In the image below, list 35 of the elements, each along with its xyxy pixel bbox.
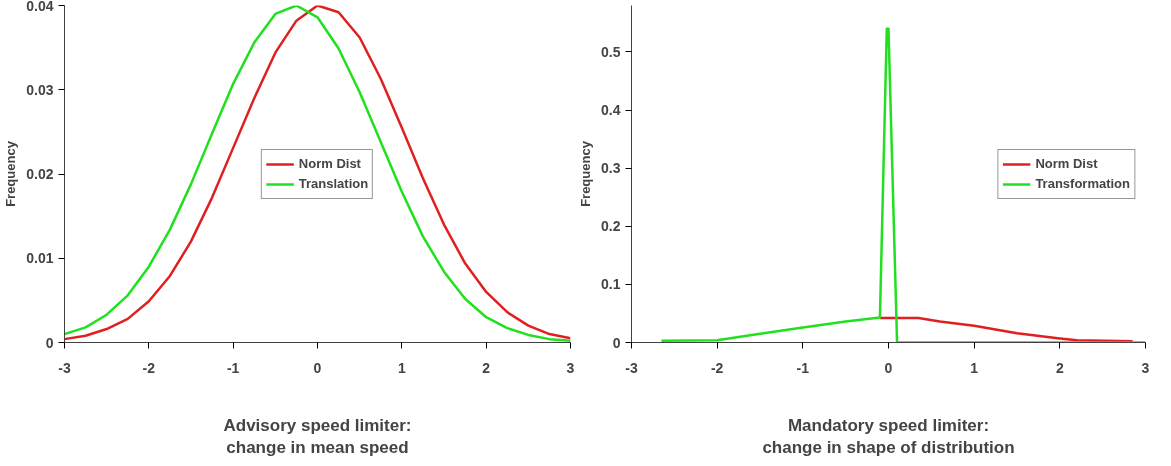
y-tick-label: 0.03 — [26, 81, 54, 98]
x-tick-label: -2 — [710, 359, 724, 376]
y-tick-label: 0.4 — [601, 102, 621, 119]
legend-label: Transformation — [1035, 176, 1130, 191]
x-tick-label: -2 — [142, 359, 156, 376]
y-tick-label: 0.01 — [26, 250, 54, 267]
line-series — [878, 316, 1134, 343]
x-tick-label: 0 — [313, 359, 322, 376]
y-tick-label: 0.04 — [26, 0, 54, 14]
x-axis-title: Advisory speed limiter: change in mean speed — [223, 415, 412, 458]
x-axis-title: Mandatory speed limiter: change in shape of distribution — [762, 415, 1015, 458]
legend-label: Norm Dist — [298, 156, 361, 171]
line-series — [660, 27, 1146, 343]
x-tick-label: -3 — [58, 359, 71, 376]
x-tick-label: 2 — [482, 359, 491, 376]
y-axis-title: Frequency — [3, 140, 19, 207]
x-tick-label: 0 — [884, 359, 893, 376]
x-tick-label: 1 — [397, 359, 406, 376]
x-tick-label: 3 — [1141, 359, 1150, 376]
y-tick-label: 0 — [45, 334, 54, 351]
x-tick-label: -3 — [625, 359, 638, 376]
x-tick-label: 3 — [566, 359, 575, 376]
legend-label: Norm Dist — [1035, 156, 1098, 171]
x-tick-label: -1 — [796, 359, 810, 376]
y-axis-title: Frequency — [578, 140, 594, 207]
y-tick-label: 0.2 — [601, 218, 621, 235]
x-tick-label: 1 — [970, 359, 979, 376]
legend-label: Translation — [298, 176, 369, 191]
x-tick-label: -1 — [226, 359, 240, 376]
y-tick-label: 0 — [612, 334, 621, 351]
y-tick-label: 0.1 — [601, 276, 621, 293]
y-tick-label: 0.02 — [26, 166, 54, 182]
x-tick-label: 2 — [1055, 359, 1064, 376]
y-tick-label: 0.3 — [601, 160, 621, 177]
y-tick-label: 0.5 — [601, 43, 621, 60]
